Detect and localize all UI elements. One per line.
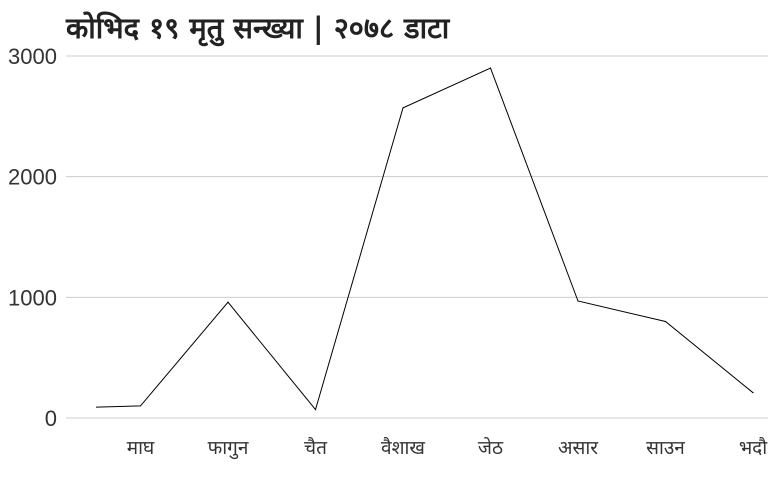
- y-axis-ticks: 0 1000 2000 3000: [8, 44, 57, 431]
- data-point: [139, 405, 142, 407]
- x-tick-label: असार: [558, 437, 599, 459]
- data-point: [577, 300, 579, 302]
- x-tick-label: जेठ: [478, 436, 504, 459]
- x-axis-ticks: माघ फागुन चैत वैशाख जेठ असार साउन भदौ: [127, 436, 769, 460]
- data-point: [664, 320, 667, 323]
- y-tick-label: 3000: [8, 44, 57, 69]
- data-point: [489, 67, 492, 69]
- data-point: [227, 301, 229, 303]
- x-tick-label: फागुन: [208, 437, 249, 460]
- data-point: [96, 406, 98, 408]
- x-tick-label: चैत: [304, 436, 328, 459]
- x-tick-label: माघ: [127, 437, 155, 459]
- series-group: [96, 67, 754, 411]
- y-tick-label: 0: [45, 406, 57, 431]
- x-tick-label: भदौ: [739, 436, 768, 459]
- data-point: [314, 408, 317, 411]
- grid-lines: [66, 55, 768, 419]
- chart-title: कोभिद १९ मृतु सन्ख्या | २०७८ डाटा: [65, 11, 451, 47]
- y-tick-label: 2000: [8, 165, 57, 190]
- y-tick-label: 1000: [8, 285, 57, 310]
- x-tick-label: साउन: [646, 437, 685, 459]
- series-line: [96, 67, 754, 411]
- x-tick-label: वैशाख: [381, 436, 425, 459]
- data-point: [402, 107, 404, 109]
- data-point: [752, 392, 754, 394]
